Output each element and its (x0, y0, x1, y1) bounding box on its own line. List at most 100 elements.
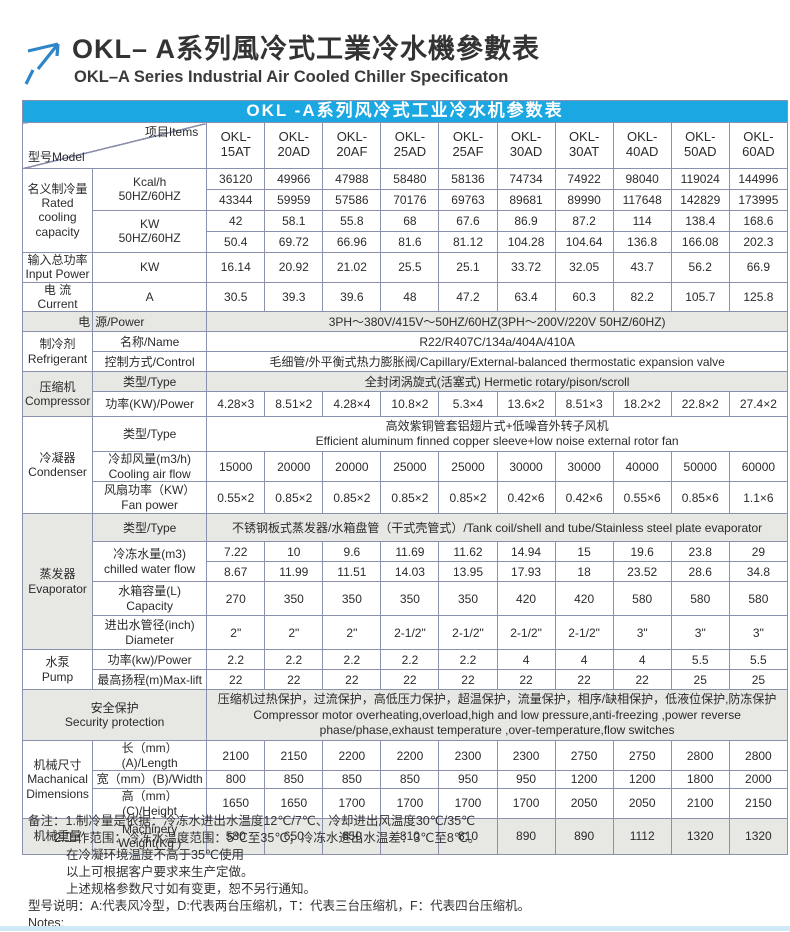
row-rated-kcal-60hz: 43344 59959 57586 70176 69763 89681 89990 11764… (23, 188, 789, 211)
section-condenser: 冷凝器 Condenser (21, 416, 94, 515)
spec-value-cell: 8.67 (206, 561, 266, 583)
spec-value-cell: 55.8 (322, 209, 382, 232)
model-header: OKL- 20AF (322, 122, 382, 169)
spec-value-cell: 22 (264, 669, 324, 691)
spec-value-cell: 10.8×2 (380, 391, 440, 418)
spec-value-cell: 2200 (380, 740, 440, 772)
spec-value-cell: 70176 (380, 188, 440, 211)
spec-value-cell: 2150 (728, 788, 789, 819)
spec-value-cell: 105.7 (670, 281, 730, 313)
spec-value-cell: 2-1/2" (496, 615, 556, 651)
spec-value-cell: 25000 (438, 451, 498, 483)
spec-value-cell: 11.51 (322, 561, 382, 583)
spec-value-cell: 104.28 (496, 230, 556, 253)
spec-value-cell: 20000 (322, 451, 382, 483)
spec-value-cell: 5.5 (670, 649, 730, 671)
spec-value-cell: 34.8 (728, 561, 789, 583)
spec-value-cell: 2.2 (264, 649, 324, 671)
spec-value-cell: 2800 (670, 740, 730, 772)
condenser-type-en: Efficient aluminum finned copper sleeve+… (315, 434, 679, 449)
spec-value-cell: 2" (264, 615, 324, 651)
section-current: 电 流 Current (21, 281, 94, 313)
item-current-a: A (92, 281, 208, 313)
row-length: 机械尺寸 Machanical Dimensions 长（mm）(A)/Leng… (21, 740, 789, 819)
item-weight: Machinery Weight(Kg ) (92, 817, 208, 855)
page-header: OKL– A系列風冷式工業冷水機參數表 OKL–A Series Industr… (24, 34, 540, 87)
spec-value-cell: 1.1×6 (728, 481, 789, 515)
model-header: OKL- 30AD (496, 122, 556, 169)
spec-value-cell: 67.6 (438, 209, 498, 232)
spec-value-cell: 1112 (612, 817, 672, 855)
row-condenser-type: 冷凝器 Condenser 类型/Type 高效紫铜管套铝翅片式+低噪音外转子风… (21, 416, 788, 515)
spec-value-cell: 2050 (612, 788, 672, 819)
spec-value-cell: 4 (554, 649, 614, 671)
row-compressor-power: 功率(KW)/Power 4.28×3 8.51×2 4.28×4 10.8×2 5.3… (23, 391, 789, 418)
section-security: 安全保护 Security protection (21, 689, 208, 742)
row-refrigerant-control: 控制方式/Control 毛细管/外平衡式热力膨胀阀/Capillary/Ext… (23, 351, 788, 373)
item-tank-capacity: 水箱容量(L) Capacity (92, 581, 208, 617)
spec-value-cell: 3" (670, 615, 730, 651)
spec-value-cell: 58.1 (264, 209, 324, 232)
spec-value-cell: 202.3 (728, 230, 789, 253)
page-subtitle: OKL–A Series Industrial Air Cooled Chill… (74, 68, 509, 87)
spec-value-cell: 60.3 (554, 281, 614, 313)
section-compressor: 压缩机 Compressor (21, 371, 94, 418)
spec-value-cell: 25.5 (380, 251, 440, 283)
security-en: Compressor motor overheating,overload,hi… (253, 707, 741, 738)
spec-value-cell: 11.99 (264, 561, 324, 583)
spec-value-cell: 890 (496, 817, 556, 855)
spec-value-cell: 30000 (554, 451, 614, 483)
spec-value-cell: 16.14 (206, 251, 266, 283)
spec-value-cell: 119024 (670, 167, 730, 190)
spec-value-cell: 142829 (670, 188, 730, 211)
spec-value-cell: 66.96 (322, 230, 382, 253)
spec-value-cell: 22 (206, 669, 266, 691)
note-line: 上述规格参数尺寸如有变更，恕不另行通知。 (66, 882, 317, 896)
spec-value-cell: 850 (264, 770, 324, 790)
spec-value-cell: 0.85×2 (438, 481, 498, 515)
row-max-lift: 最高扬程(m)Max-lift 22 22 22 22 22 22 22 22 25 25 (23, 669, 789, 691)
note-line-model-legend: 型号说明：A:代表风冷型，D:代表两台压缩机，T：代表三台压缩机，F：代表四台压… (28, 899, 531, 913)
spec-value-cell: 2-1/2" (554, 615, 614, 651)
spec-value-cell: 0.55×2 (206, 481, 266, 515)
section-input-power: 输入总功率 Input Power (21, 251, 94, 283)
spec-value-cell: 89990 (554, 188, 614, 211)
item-kw: KW 50HZ/60HZ (92, 209, 208, 253)
spec-value-cell: 2.2 (438, 649, 498, 671)
spec-value-cell: 19.6 (612, 541, 672, 563)
spec-value-cell: 98040 (612, 167, 672, 190)
spec-value-cell: 950 (496, 770, 556, 790)
row-pipe-diameter: 进出水管径(inch) Diameter 2" 2" 2" 2-1/2" 2-1/2" 2… (23, 615, 789, 651)
spec-value-cell: 2100 (670, 788, 730, 819)
spec-value-cell: 47988 (322, 167, 382, 190)
spec-value-cell: 2.2 (380, 649, 440, 671)
model-header: OKL- 25AF (438, 122, 498, 169)
row-chilled-water-60hz: 8.67 11.99 11.51 14.03 13.95 17.93 18 23.52 28.6… (23, 561, 789, 583)
spec-value-cell: 4.28×3 (206, 391, 266, 418)
spec-value-cell: 23.8 (670, 541, 730, 563)
spec-value-cell: 43.7 (612, 251, 672, 283)
spec-value-cell: 580 (670, 581, 730, 617)
item-kcal: Kcal/h 50HZ/60HZ (92, 167, 208, 211)
spec-value-cell: 0.85×2 (380, 481, 440, 515)
item-cooling-air-flow: 冷却风量(m3/h) Cooling air flow (92, 451, 208, 483)
evaporator-type-value: 不锈钢板式蒸发器/水箱盘管（干式壳管式）/Tank coil/shell and… (206, 513, 788, 543)
power-supply-value: 3PH～380V/415V～50HZ/60HZ(3PH～200V/220V 50… (206, 311, 788, 333)
spec-value-cell: 350 (264, 581, 324, 617)
spec-value-cell: 2-1/2" (438, 615, 498, 651)
note-line: 在冷凝环境温度不高于35℃使用 (66, 848, 244, 862)
spec-value-cell: 2300 (496, 740, 556, 772)
spec-value-cell: 23.52 (612, 561, 672, 583)
section-dimensions: 机械尺寸 Machanical Dimensions (21, 740, 94, 819)
spec-value-cell: 8.51×3 (554, 391, 614, 418)
row-rated-kw-60hz: 50.4 69.72 66.96 81.6 81.12 104.28 104.64 136.8… (23, 230, 789, 253)
section-evaporator: 蒸发器 Evaporator (21, 513, 94, 651)
spec-value-cell: 2200 (322, 740, 382, 772)
spec-value-cell: 168.6 (728, 209, 789, 232)
row-compressor-type: 压缩机 Compressor 类型/Type 全封闭涡旋式(活塞式) Herme… (21, 371, 788, 418)
spec-value-cell: 10 (264, 541, 324, 563)
spec-value-cell: 5.3×4 (438, 391, 498, 418)
spec-value-cell: 810 (380, 817, 440, 855)
spec-value-cell: 11.69 (380, 541, 440, 563)
spec-value-cell: 58136 (438, 167, 498, 190)
